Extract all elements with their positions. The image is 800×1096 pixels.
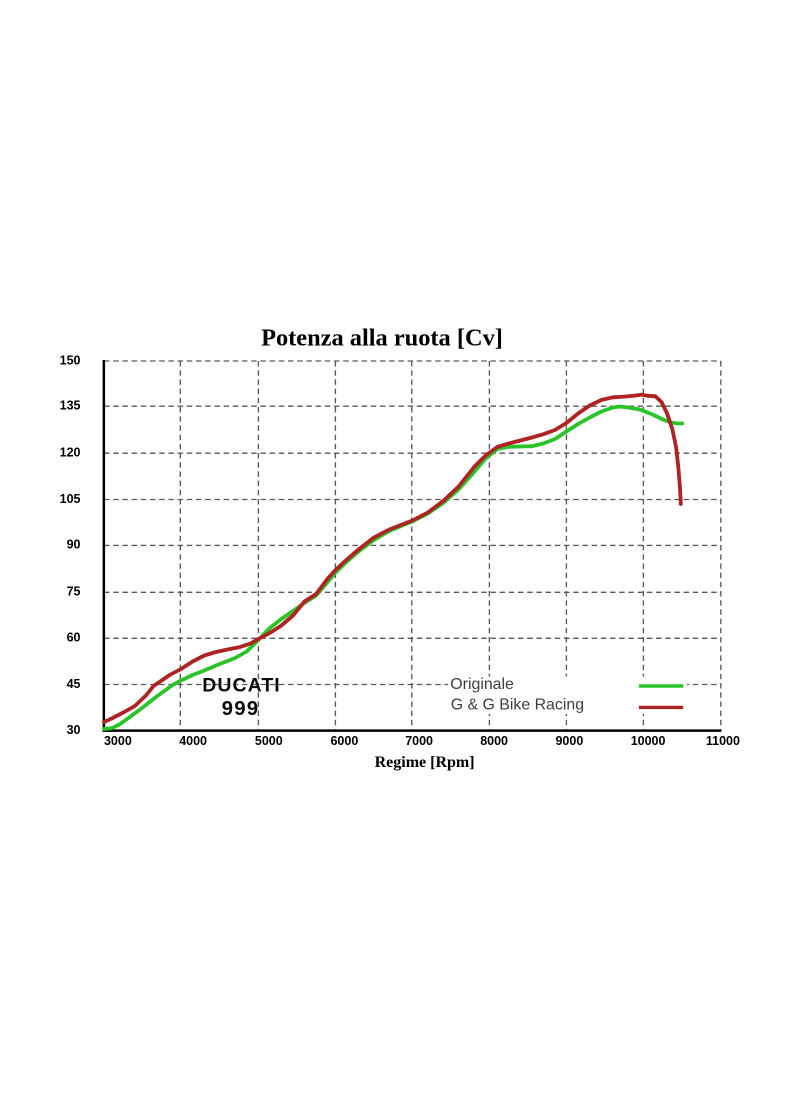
- svg-text:11000: 11000: [706, 734, 740, 748]
- svg-text:60: 60: [67, 631, 81, 645]
- svg-text:DUCATI: DUCATI: [202, 675, 281, 697]
- svg-text:Originale: Originale: [450, 676, 514, 693]
- svg-text:8000: 8000: [480, 734, 508, 748]
- svg-text:45: 45: [67, 677, 81, 691]
- svg-text:Regime [Rpm]: Regime [Rpm]: [375, 754, 475, 771]
- svg-text:9000: 9000: [555, 734, 583, 748]
- svg-text:Potenza alla ruota [Cv]: Potenza alla ruota [Cv]: [261, 324, 503, 351]
- svg-text:30: 30: [67, 723, 81, 737]
- svg-text:90: 90: [67, 538, 81, 552]
- svg-text:999: 999: [222, 697, 260, 720]
- svg-text:135: 135: [60, 399, 81, 413]
- svg-text:7000: 7000: [405, 734, 433, 748]
- svg-text:3000: 3000: [104, 734, 132, 748]
- svg-text:5000: 5000: [255, 734, 283, 748]
- svg-text:150: 150: [60, 353, 81, 367]
- svg-text:75: 75: [67, 585, 81, 599]
- svg-text:10000: 10000: [631, 734, 666, 748]
- svg-text:G & G Bike Racing: G & G Bike Racing: [451, 697, 584, 714]
- svg-text:4000: 4000: [179, 734, 207, 748]
- svg-text:105: 105: [60, 492, 81, 506]
- svg-text:120: 120: [60, 446, 81, 460]
- svg-text:6000: 6000: [330, 734, 358, 748]
